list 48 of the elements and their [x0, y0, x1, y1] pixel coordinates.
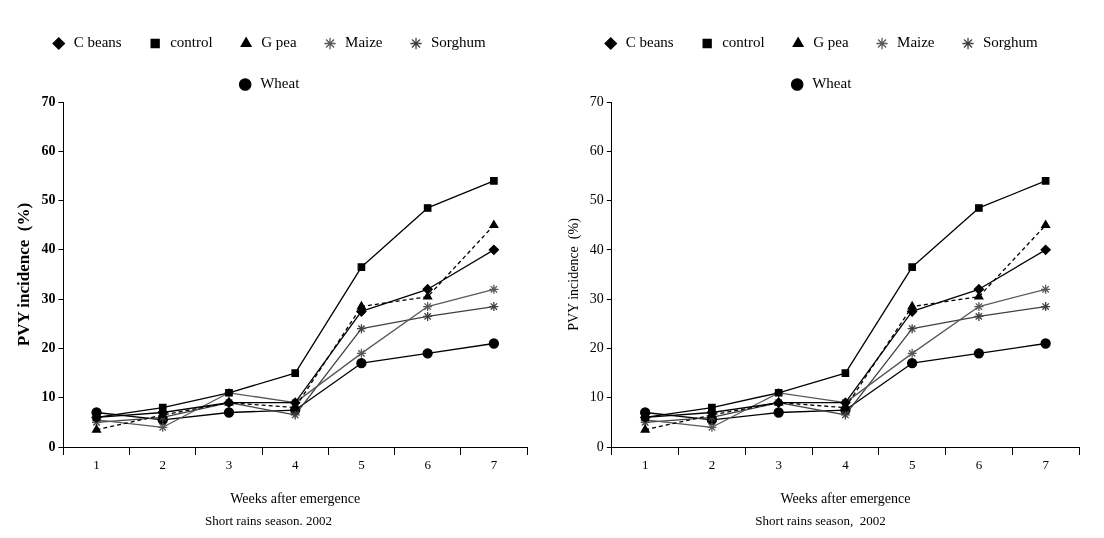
legend-label: Wheat — [260, 75, 301, 92]
x-tick-label: 7 — [490, 457, 498, 473]
x-axis-title: Weeks after emergence — [780, 490, 911, 506]
x-tick-label: 1 — [641, 457, 649, 473]
x-tick-label: 3 — [225, 457, 233, 473]
x-tick-label: 1 — [93, 457, 100, 473]
x-tick-label: 2 — [708, 457, 716, 473]
x-tick-label: 3 — [775, 457, 782, 473]
x-tick-label: 4 — [291, 457, 299, 473]
y-tick-label: 40 — [41, 241, 56, 257]
y-tick-label: 20 — [41, 340, 56, 356]
y-axis-title: PVY incidence (%) — [566, 217, 583, 331]
y-tick-label: 50 — [589, 192, 604, 208]
y-axis-title: PVY incidence (%) — [13, 202, 33, 347]
x-tick-label: 7 — [1042, 457, 1050, 473]
legend-label: G pea — [261, 34, 297, 51]
legend-label: C beans — [73, 34, 122, 51]
y-tick-label: 60 — [41, 142, 56, 158]
x-tick-label: 2 — [159, 457, 166, 473]
text: Short rains season, 2002 — [755, 512, 886, 528]
legend-label: Wheat — [812, 75, 853, 92]
y-tick-label: 70 — [589, 93, 604, 109]
y-tick-label: 0 — [48, 438, 56, 454]
x-tick-label: 6 — [975, 457, 983, 473]
legend-label: control — [722, 34, 765, 51]
text: Short rains season. 2002 — [204, 512, 333, 528]
y-tick-label: 0 — [596, 438, 604, 454]
y-tick-label: 10 — [589, 389, 604, 405]
legend-label: Maize — [897, 34, 935, 51]
y-tick-label: 20 — [589, 340, 604, 356]
y-tick-label: 30 — [589, 290, 604, 306]
y-tick-label: 60 — [589, 142, 604, 158]
y-tick-label: 70 — [41, 93, 56, 109]
x-axis-title: Weeks after emergence — [230, 490, 361, 506]
y-tick-label: 50 — [41, 192, 56, 208]
x-tick-label: 5 — [358, 457, 365, 473]
legend-label: Sorghum — [983, 34, 1039, 51]
legend-label: Maize — [345, 34, 383, 51]
legend-label: Sorghum — [431, 34, 487, 51]
x-tick-label: 6 — [424, 457, 432, 473]
legend-label: control — [170, 34, 213, 51]
x-tick-label: 4 — [842, 457, 850, 473]
legend-label: G pea — [813, 34, 849, 51]
legend-label: C beans — [625, 34, 674, 51]
y-tick-label: 10 — [41, 389, 56, 405]
x-tick-label: 5 — [908, 457, 916, 473]
y-tick-label: 40 — [589, 241, 604, 257]
y-tick-label: 30 — [41, 290, 56, 306]
